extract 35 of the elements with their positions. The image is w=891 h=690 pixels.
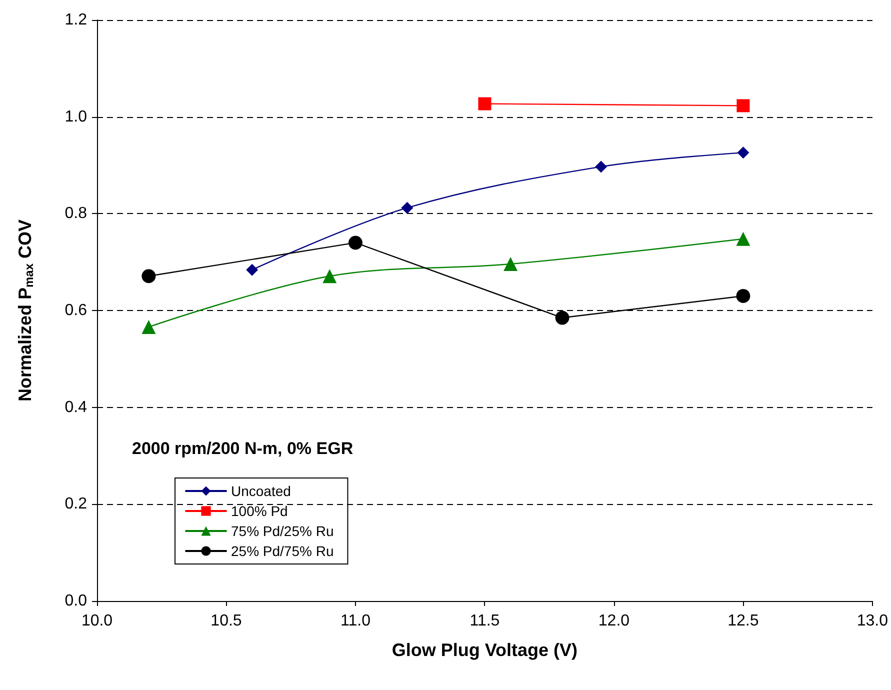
point [736,232,750,246]
point [348,236,362,250]
y-tick-label: 1.2 [64,12,88,28]
x-tick-label: 10.5 [210,612,242,630]
y-axis-title: Normalized Pmax COV [15,219,36,402]
point [322,269,337,284]
point [736,288,750,303]
point [736,99,750,112]
point [142,320,156,334]
x-tick-label: 11.5 [470,612,500,630]
y-tick-label: 1.0 [64,108,88,126]
legend-label: Uncoated [231,483,291,499]
point [595,160,608,173]
legend-label: 75% Pd/25% Ru [231,523,334,539]
x-axis-title: Glow Plug Voltage (V) [392,640,578,660]
y-tick-label: 0.0 [64,592,88,610]
x-tick-label: 12.0 [598,612,630,630]
point [401,202,414,214]
annotation: 2000 rpm/200 N-m, 0% EGR [132,439,354,458]
legend-label: 100% Pd [231,503,288,519]
point [246,264,258,276]
x-tick-label: 13.0 [856,612,888,630]
y-tick-label: 0.2 [64,496,88,513]
point [142,269,156,284]
point [737,146,750,159]
y-tick-label: 0.8 [64,205,88,222]
x-tick-label: 11.0 [340,612,371,630]
point [555,310,570,325]
y-tick-label: 0.4 [64,398,88,416]
legend-label: 25% Pd/75% Ru [231,543,334,559]
x-tick-label: 12.5 [728,612,759,630]
x-tick-label: 10.0 [81,612,113,630]
y-tick-label: 0.6 [64,302,88,319]
point [478,97,492,110]
point [504,257,518,272]
